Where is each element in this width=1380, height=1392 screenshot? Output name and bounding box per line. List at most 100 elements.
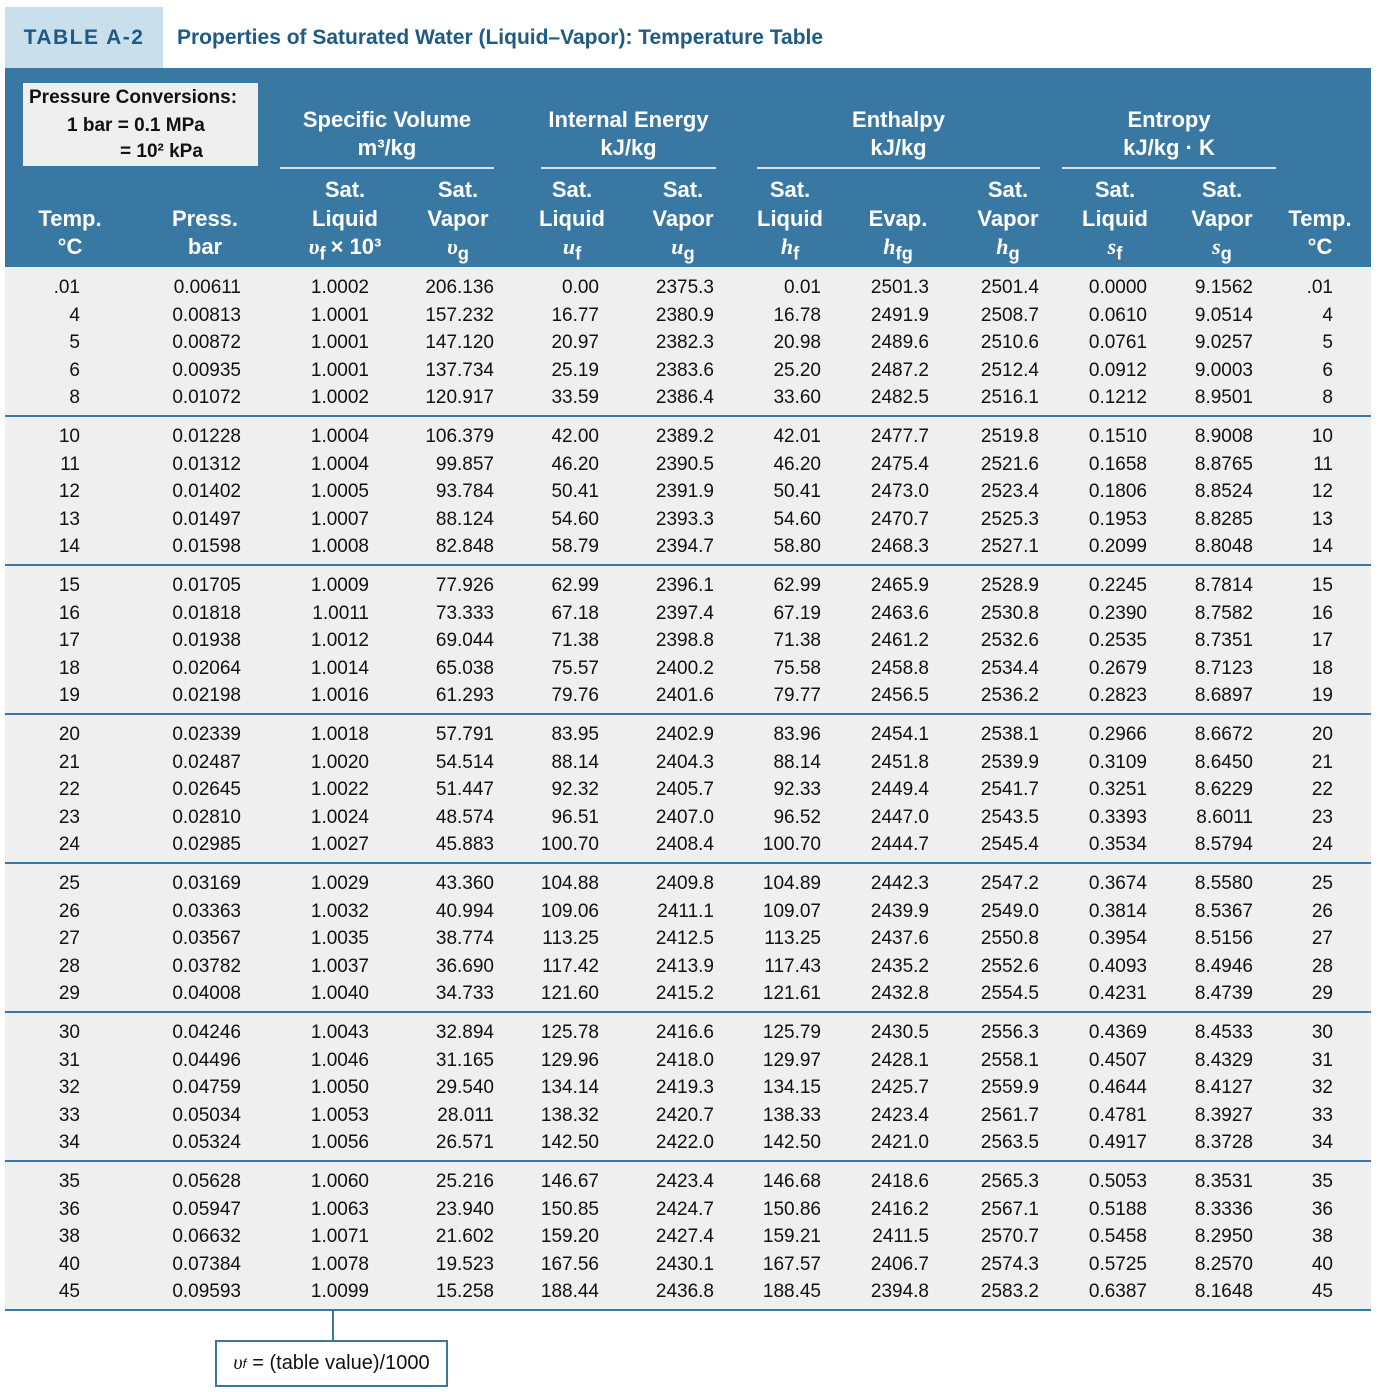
table-cell: 1.0007: [310, 508, 369, 530]
group-name: Specific Volume: [302, 107, 472, 132]
table-cell: 2516.1: [980, 387, 1039, 409]
table-cell: 38.774: [435, 928, 494, 950]
column-symbol: hfg: [838, 232, 958, 267]
table-cell: 2561.7: [980, 1104, 1039, 1126]
table-cell: 2421.0: [870, 1132, 929, 1154]
table-cell: 2407.0: [655, 806, 714, 828]
footnote-connector: [332, 1310, 334, 1340]
table-cell: 8.4533: [1194, 1022, 1253, 1043]
table-cell: 2534.4: [980, 657, 1039, 679]
table-cell: 8.6011: [1196, 806, 1253, 828]
table-cell: 8.2570: [1194, 1253, 1253, 1275]
table-cell: 26: [1311, 900, 1333, 922]
table-cell: 2397.4: [655, 602, 714, 624]
table-cell: 71.38: [551, 630, 599, 652]
table-cell: 1.0032: [310, 900, 369, 922]
table-cell: 43.360: [435, 873, 494, 894]
symbol-subscript: f: [575, 242, 582, 264]
table-cell: 0.02064: [172, 657, 241, 679]
table-cell: 2532.6: [980, 630, 1039, 652]
group-separator: [5, 862, 1371, 864]
column-symbol: sg: [1162, 232, 1282, 267]
column-header: Vapor: [652, 206, 714, 231]
table-cell: 35: [58, 1171, 80, 1192]
table-cell: 0.2679: [1088, 657, 1147, 679]
table-cell: 50.41: [773, 481, 821, 503]
table-cell: 1.0043: [310, 1022, 369, 1043]
table-cell: 0.03169: [172, 873, 241, 894]
table-cell: 8.3336: [1194, 1198, 1253, 1220]
table-cell: 96.51: [551, 806, 599, 828]
footnote-text: = (table value)/1000: [252, 1352, 430, 1374]
table-cell: 83.96: [773, 724, 821, 745]
table-cell: 93.784: [435, 481, 494, 503]
table-cell: 0.1212: [1088, 387, 1147, 409]
table-cell: 38: [1311, 1226, 1333, 1248]
table-cell: 109.06: [540, 900, 599, 922]
table-cell: 0.02487: [172, 751, 241, 773]
table-cell: 0.04246: [172, 1022, 241, 1043]
symbol-variable: h: [996, 234, 1009, 259]
table-cell: 1.0020: [310, 751, 369, 773]
table-cell: 1.0053: [310, 1104, 369, 1126]
table-cell: 2539.9: [980, 751, 1039, 773]
table-cell: 23: [58, 806, 80, 828]
table-cell: 0.01312: [172, 453, 241, 475]
table-cell: .01: [1306, 277, 1333, 298]
table-cell: 2447.0: [870, 806, 929, 828]
table-cell: 2470.7: [870, 508, 929, 530]
table-cell: 1.0071: [310, 1226, 369, 1248]
table-cell: 32: [58, 1077, 80, 1099]
table-cell: 2508.7: [980, 304, 1039, 326]
table-cell: 69.044: [435, 630, 494, 652]
table-title: Properties of Saturated Water (Liquid–Va…: [177, 26, 824, 49]
table-cell: 0.4507: [1088, 1049, 1147, 1071]
table-cell: 1.0016: [310, 685, 369, 707]
table-cell: 8.4946: [1194, 955, 1253, 977]
symbol-variable: υ: [447, 234, 458, 259]
conversion-line: = 10² kPa: [120, 141, 203, 162]
table-cell: 1.0060: [310, 1171, 369, 1192]
table-cell: 9.0514: [1194, 304, 1253, 326]
table-cell: 40.994: [435, 900, 494, 922]
group-name: Entropy: [1127, 107, 1211, 132]
table-cell: 2543.5: [980, 806, 1039, 828]
table-cell: 2451.8: [870, 751, 929, 773]
table-cell: 73.333: [435, 602, 494, 624]
table-cell: 2400.2: [655, 657, 714, 679]
table-cell: 0.04008: [172, 983, 241, 1005]
table-cell: 2416.2: [870, 1198, 929, 1220]
column-header: °C: [57, 234, 83, 259]
table-cell: 138.33: [762, 1104, 821, 1126]
table-cell: 75.57: [551, 657, 599, 679]
group-name: Enthalpy: [852, 107, 945, 132]
table-cell: 2565.3: [980, 1171, 1039, 1192]
table-cell: 8.4739: [1194, 983, 1253, 1005]
symbol-subscript: g: [457, 242, 469, 264]
symbol-variable: s: [1107, 234, 1117, 259]
table-cell: 30: [58, 1022, 80, 1043]
table-cell: 138.32: [540, 1104, 599, 1126]
symbol-subscript: f: [1116, 242, 1123, 264]
table-cell: 1.0024: [310, 806, 369, 828]
table-cell: 2375.3: [655, 277, 714, 298]
table-cell: 1.0002: [310, 387, 369, 409]
symbol-variable: s: [1212, 234, 1221, 259]
table-cell: 0.1953: [1088, 508, 1147, 530]
table-cell: 10: [1311, 426, 1333, 447]
table-cell: 20: [58, 724, 80, 745]
table-cell: 1.0022: [310, 779, 369, 801]
table-cell: 8.6450: [1194, 751, 1253, 773]
table-cell: 8.3728: [1194, 1132, 1253, 1154]
table-cell: 2423.4: [870, 1104, 929, 1126]
table-cell: 2412.5: [655, 928, 714, 950]
table-cell: 15.258: [435, 1281, 494, 1303]
table-cell: 2523.4: [980, 481, 1039, 503]
table-cell: 159.20: [540, 1226, 599, 1248]
table-cell: 8.5580: [1194, 873, 1253, 894]
table-cell: 2556.3: [980, 1022, 1039, 1043]
symbol-variable: υ: [308, 234, 320, 259]
table-cell: 2454.1: [870, 724, 929, 745]
table-cell: 2406.7: [870, 1253, 929, 1275]
table-cell: 0.5725: [1088, 1253, 1147, 1275]
